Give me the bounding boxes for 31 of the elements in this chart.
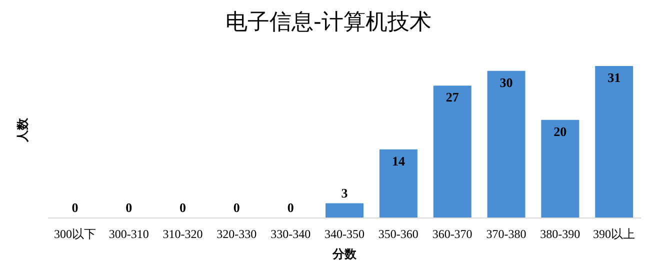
data-label: 30 <box>500 74 513 90</box>
x-tick-label: 370-380 <box>486 227 526 241</box>
bar <box>379 149 418 218</box>
x-tick-label: 310-320 <box>162 227 203 241</box>
y-axis-title: 人数 <box>15 117 30 143</box>
data-label: 27 <box>446 90 460 105</box>
data-label: 0 <box>233 200 240 215</box>
x-tick-label: 350-360 <box>378 227 418 241</box>
x-tick-label: 320-330 <box>216 227 257 241</box>
x-tick-label: 380-390 <box>540 227 580 241</box>
bar <box>487 70 526 218</box>
bar <box>541 120 580 218</box>
data-label: 14 <box>392 153 406 168</box>
data-label: 31 <box>608 70 621 85</box>
x-axis-title: 分数 <box>332 247 358 261</box>
data-label: 0 <box>180 200 186 215</box>
x-tick-label: 300-310 <box>108 227 149 241</box>
chart-title: 电子信息-计算机技术 <box>224 9 432 37</box>
data-label: 0 <box>287 200 294 215</box>
bar <box>326 203 364 218</box>
x-tick-label: 340-350 <box>324 227 364 241</box>
data-label: 3 <box>341 185 348 200</box>
bar <box>595 66 634 218</box>
data-label: 20 <box>554 124 567 139</box>
data-label: 0 <box>72 200 78 215</box>
x-tick-label: 330-340 <box>270 227 311 241</box>
x-tick-label: 300以下 <box>54 227 96 241</box>
bar <box>433 86 472 218</box>
x-tick-label: 390以上 <box>593 227 636 241</box>
x-tick-label: 360-370 <box>432 227 472 241</box>
data-label: 0 <box>126 200 132 215</box>
